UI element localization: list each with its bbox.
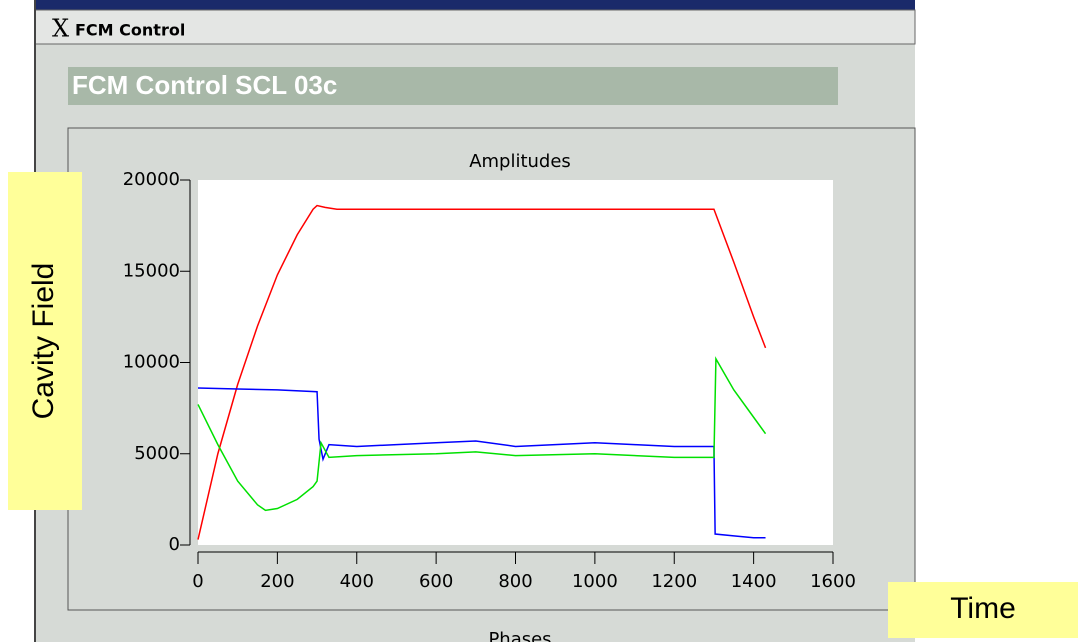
x-tick-label: 1200 [651, 571, 697, 592]
title-bar [34, 9, 916, 45]
plot-area [198, 180, 833, 545]
y-tick-label: 20000 [123, 169, 180, 190]
x-tick-label: 1400 [731, 571, 777, 592]
next-panel-title: Phases [488, 629, 551, 642]
x-tick-label: 1600 [810, 571, 856, 592]
series-line [197, 204, 767, 540]
x-tick-label: 1000 [572, 571, 618, 592]
y-annotation-box [8, 172, 82, 510]
x-tick-label: 400 [340, 571, 374, 592]
x-tick-label: 200 [260, 571, 294, 592]
y-annotation: Cavity Field [27, 263, 60, 420]
header-bar [68, 67, 838, 105]
x-tick-label: 0 [192, 571, 203, 592]
y-tick-label: 0 [169, 534, 180, 555]
header-title: FCM Control SCL 03c [72, 70, 337, 100]
chart-title: Amplitudes [469, 151, 571, 172]
x-tick-label: 600 [419, 571, 453, 592]
x-annotation: Time [950, 592, 1016, 625]
window-title: FCM Control [75, 21, 185, 40]
series-line [197, 356, 767, 512]
series-line [197, 387, 766, 539]
y-tick-label: 15000 [123, 260, 180, 281]
x-icon: X [52, 15, 69, 43]
window-top-edge [35, 0, 915, 10]
y-tick-label: 5000 [134, 443, 180, 464]
y-tick-label: 10000 [123, 352, 180, 373]
x-tick-label: 800 [498, 571, 532, 592]
x-annotation-box [888, 582, 1078, 638]
